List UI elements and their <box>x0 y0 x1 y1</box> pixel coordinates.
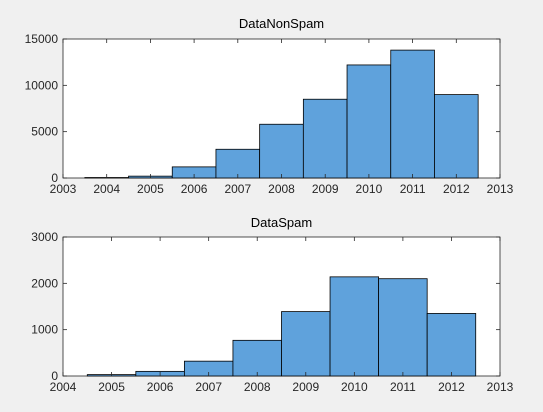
histogram-nonspam: 2003 2004 2005 2006 2007 2008 2009 2010 2011 2012… <box>25 16 514 196</box>
x-tick-label: 2006 <box>181 182 208 196</box>
y-tick-label: 0 <box>51 369 58 383</box>
x-tick-label: 2005 <box>98 380 125 394</box>
histogram-bar <box>281 311 331 377</box>
x-tick-label: 2010 <box>341 380 368 394</box>
histogram-bar <box>302 98 348 179</box>
histogram-bar <box>215 148 261 179</box>
x-tick-label: 2007 <box>195 380 222 394</box>
x-tick-label: 2004 <box>50 380 77 394</box>
x-tick-label: 2004 <box>93 182 120 196</box>
x-tick-label: 2003 <box>50 182 77 196</box>
x-tick-label: 2008 <box>244 380 271 394</box>
histogram-bar <box>390 49 435 179</box>
x-tick-label: 2005 <box>137 182 164 196</box>
x-tick-label: 2012 <box>438 380 465 394</box>
histogram-bar <box>346 64 392 179</box>
y-tick-label: 10000 <box>25 78 59 92</box>
y-tick-label: 0 <box>51 171 58 185</box>
histogram-spam: 2004 2005 2006 2007 2008 2009 2010 2011 2012 2013… <box>31 215 513 394</box>
x-tick-label: 2009 <box>292 380 319 394</box>
x-tick-label: 2006 <box>147 380 174 394</box>
y-tick-label: 2000 <box>31 276 58 290</box>
x-tick-label: 2012 <box>443 182 470 196</box>
x-tick-label: 2013 <box>487 182 514 196</box>
x-tick-label: 2009 <box>312 182 339 196</box>
y-tick-label: 5000 <box>31 125 58 139</box>
histogram-bar <box>378 278 428 377</box>
x-tick-label: 2010 <box>356 182 383 196</box>
x-tick-label: 2007 <box>224 182 251 196</box>
histogram-bar <box>329 276 380 377</box>
histogram-bar <box>434 94 479 179</box>
y-tick-label: 3000 <box>31 230 58 244</box>
histogram-bar <box>232 339 282 377</box>
x-tick-label: 2013 <box>487 380 514 394</box>
y-tick-label: 1000 <box>31 323 58 337</box>
histogram-bar <box>426 313 477 377</box>
x-tick-label: 2011 <box>400 182 426 196</box>
x-tick-label: 2008 <box>268 182 295 196</box>
y-tick-label: 15000 <box>25 32 59 46</box>
chart-title: DataNonSpam <box>239 16 324 31</box>
chart-title: DataSpam <box>251 215 312 230</box>
x-tick-label: 2011 <box>390 380 416 394</box>
histogram-bar <box>259 123 304 179</box>
